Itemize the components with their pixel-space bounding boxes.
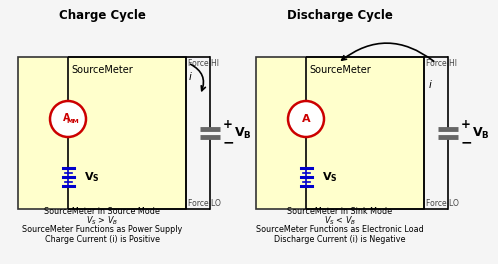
Text: Discharge Current (i) is Negative: Discharge Current (i) is Negative: [274, 234, 406, 243]
Text: Force LO: Force LO: [188, 199, 221, 208]
Text: $\mathbf{V_B}$: $\mathbf{V_B}$: [234, 125, 252, 140]
FancyArrowPatch shape: [191, 64, 205, 91]
Circle shape: [288, 101, 324, 137]
Text: Force LO: Force LO: [426, 199, 459, 208]
Text: $V_S$ > $V_B$: $V_S$ > $V_B$: [86, 215, 118, 227]
Text: SourceMeter in Sink Mode: SourceMeter in Sink Mode: [287, 208, 392, 216]
Bar: [256, 57, 424, 209]
Text: −: −: [223, 135, 235, 149]
FancyArrowPatch shape: [342, 43, 434, 61]
Text: Charge Cycle: Charge Cycle: [59, 10, 145, 22]
Bar: [18, 57, 186, 209]
Text: $\mathbf{V_B}$: $\mathbf{V_B}$: [472, 125, 490, 140]
Text: Force HI: Force HI: [426, 59, 457, 68]
Text: SourceMeter: SourceMeter: [309, 65, 371, 75]
Text: +: +: [461, 119, 471, 131]
Text: $\mathbf{V_S}$: $\mathbf{V_S}$: [322, 170, 338, 184]
Text: SourceMeter Functions as Electronic Load: SourceMeter Functions as Electronic Load: [256, 225, 424, 234]
Text: A: A: [302, 114, 310, 124]
Circle shape: [50, 101, 86, 137]
Text: MM: MM: [66, 119, 79, 124]
Text: Charge Current (i) is Positive: Charge Current (i) is Positive: [44, 234, 159, 243]
Text: Force HI: Force HI: [188, 59, 219, 68]
Text: SourceMeter: SourceMeter: [71, 65, 133, 75]
Text: SourceMeter in Source Mode: SourceMeter in Source Mode: [44, 208, 160, 216]
Text: i: i: [189, 72, 191, 82]
Text: SourceMeter Functions as Power Supply: SourceMeter Functions as Power Supply: [22, 225, 182, 234]
Text: i: i: [429, 80, 431, 90]
Text: $\mathbf{V_S}$: $\mathbf{V_S}$: [84, 170, 100, 184]
Text: Discharge Cycle: Discharge Cycle: [287, 10, 393, 22]
Text: +: +: [223, 119, 233, 131]
Text: $V_S$ < $V_B$: $V_S$ < $V_B$: [324, 215, 356, 227]
Text: −: −: [461, 135, 473, 149]
Text: A: A: [63, 113, 70, 123]
